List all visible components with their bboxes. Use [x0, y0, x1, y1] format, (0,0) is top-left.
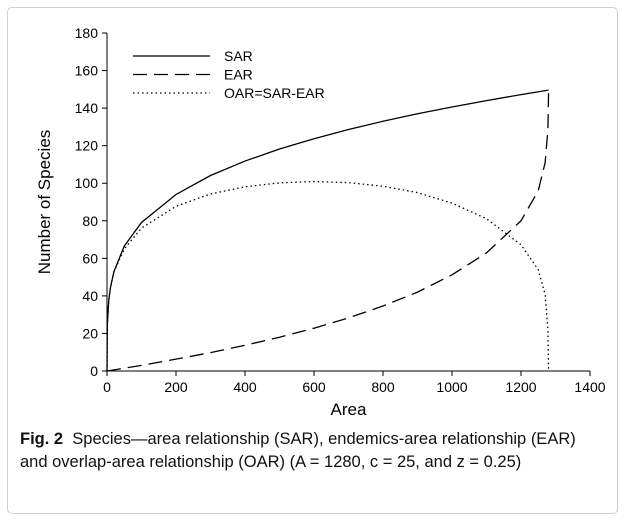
figure-caption: Fig. 2 Species—area relationship (SAR), …	[20, 428, 600, 474]
legend-label: OAR=SAR-EAR	[224, 85, 325, 101]
y-tick-label: 80	[82, 213, 98, 229]
y-tick-label: 60	[82, 250, 98, 266]
x-tick-label: 1000	[436, 379, 467, 395]
legend-label: SAR	[224, 48, 253, 64]
y-tick-label: 140	[75, 100, 99, 116]
series-line-dashed	[106, 90, 550, 372]
x-axis-label: Area	[331, 400, 367, 419]
y-tick-label: 100	[75, 175, 99, 191]
legend-label: EAR	[224, 67, 253, 83]
x-tick-label: 1400	[574, 379, 605, 395]
y-tick-label: 120	[75, 138, 99, 154]
series-line-dotted	[106, 180, 550, 372]
x-tick-label: 800	[371, 379, 395, 395]
y-tick-label: 180	[75, 25, 99, 41]
legend: SAR EAR OAR=SAR-EAR	[133, 48, 325, 101]
x-tick-label: 600	[302, 379, 326, 395]
figure-number: Fig. 2	[20, 430, 64, 448]
x-tick-label: 400	[233, 379, 257, 395]
y-tick-label: 40	[82, 288, 98, 304]
y-tick-label: 160	[75, 63, 99, 79]
series-line-solid	[106, 89, 549, 372]
x-tick-label: 1200	[505, 379, 536, 395]
figure-frame	[7, 7, 618, 514]
caption-text: Species—area relationship (SAR), endemic…	[20, 430, 576, 471]
axes: 0 200 400 600 800 1000 1200 1400 0 20 40 60 80 100 120…	[75, 25, 606, 395]
x-tick-label: 200	[164, 379, 188, 395]
y-tick-label: 20	[82, 325, 98, 341]
chart: 0 200 400 600 800 1000 1200 1400 0 20 40 60 80 100 120…	[35, 25, 606, 419]
y-axis-label: Number of Species	[35, 130, 54, 275]
x-tick-label: 0	[103, 379, 111, 395]
series-layer	[106, 89, 550, 372]
y-tick-label: 0	[90, 363, 98, 379]
